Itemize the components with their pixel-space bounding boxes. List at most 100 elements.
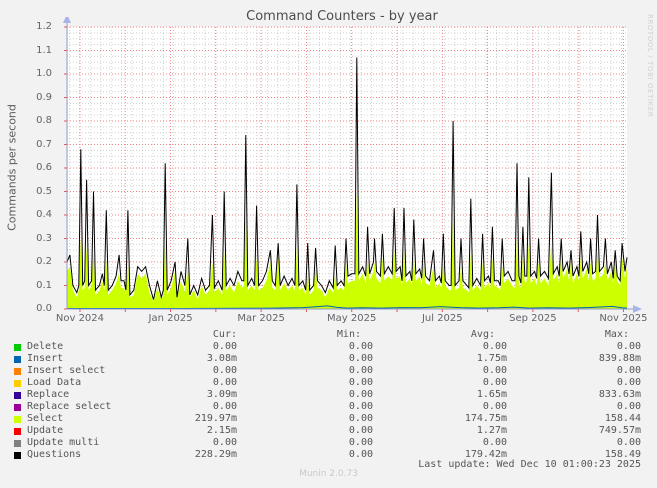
legend-value-min: 0.00 — [348, 377, 373, 388]
legend-value-max: 0.00 — [616, 401, 641, 412]
munin-version-text: Munin 2.0.73 — [299, 469, 358, 479]
legend-row: Select 219.97m 0.00 174.75m 158.44 — [14, 413, 641, 425]
legend-value-max: 0.00 — [616, 437, 641, 448]
legend-value-cur: 3.08m — [206, 353, 237, 364]
column-header-avg: Avg: — [470, 329, 495, 340]
legend-value-avg: 0.00 — [482, 341, 507, 352]
legend-value-max: 0.00 — [616, 365, 641, 376]
legend-value-avg: 179.42m — [464, 449, 507, 460]
legend-value-max: 158.44 — [604, 413, 641, 424]
legend-row: Insert 3.08m 0.00 1.75m 839.88m — [14, 353, 641, 365]
legend-value-cur: 2.15m — [206, 425, 237, 436]
x-axis-arrow-icon — [633, 305, 642, 313]
y-tick-label: 0.9 — [36, 91, 52, 103]
legend-value-max: 749.57m — [598, 425, 641, 436]
x-tick-label: Mar 2025 — [237, 313, 285, 324]
legend-swatch-icon — [14, 427, 21, 435]
legend-value-avg: 1.75m — [476, 353, 507, 364]
plot-area — [63, 17, 642, 313]
y-tick-label: 0.3 — [36, 232, 52, 244]
legend-label: Replace select — [27, 401, 112, 412]
legend-row: Delete 0.00 0.00 0.00 0.00 — [14, 341, 641, 353]
insert-line-series — [67, 305, 628, 309]
y-tick-label: 0.6 — [36, 162, 52, 173]
legend-value-avg: 0.00 — [482, 377, 507, 388]
legend-row: Replace select 0.00 0.00 0.00 0.00 — [14, 401, 641, 413]
legend-value-avg: 0.00 — [482, 365, 507, 376]
legend-row: Update multi 0.00 0.00 0.00 0.00 — [14, 437, 641, 449]
y-tick-label: 1.1 — [36, 44, 52, 56]
legend-value-min: 0.00 — [348, 413, 373, 424]
legend-swatch-icon — [14, 367, 21, 375]
legend-value-cur: 0.00 — [212, 401, 237, 412]
legend-value-min: 0.00 — [348, 437, 373, 448]
legend-value-min: 0.00 — [348, 353, 373, 364]
legend-value-avg: 1.27m — [476, 425, 507, 436]
x-tick-label: Sep 2025 — [509, 313, 557, 324]
legend-value-cur: 0.00 — [212, 365, 237, 376]
legend-value-cur: 228.29m — [194, 449, 237, 460]
legend-value-avg: 0.00 — [482, 401, 507, 412]
legend-value-max: 0.00 — [616, 377, 641, 388]
y-tick-label: 0.7 — [36, 138, 52, 150]
legend-swatch-icon — [14, 451, 21, 459]
legend-swatch-icon — [14, 439, 21, 447]
legend-label: Update multi — [27, 437, 100, 448]
legend-label: Insert select — [27, 365, 106, 376]
legend-row: Load Data 0.00 0.00 0.00 0.00 — [14, 377, 641, 389]
legend-value-cur: 219.97m — [194, 413, 237, 424]
column-header-min: Min: — [336, 329, 361, 340]
legend-value-min: 0.00 — [348, 341, 373, 352]
legend-value-min: 0.00 — [348, 401, 373, 412]
questions-line-series — [66, 57, 628, 300]
legend-value-cur: 0.00 — [212, 377, 237, 388]
legend-header-row: Cur: Min: Avg: Max: — [14, 329, 641, 341]
legend-value-min: 0.00 — [348, 365, 373, 376]
legend-swatch-icon — [14, 343, 21, 351]
legend-value-max: 839.88m — [598, 353, 641, 364]
legend-swatch-icon — [14, 403, 21, 411]
column-header-max: Max: — [604, 329, 629, 340]
legend-value-min: 0.00 — [348, 425, 373, 436]
legend-swatch-icon — [14, 415, 21, 423]
y-tick-label: 0.5 — [36, 185, 52, 197]
x-tick-label: Nov 2025 — [599, 313, 648, 324]
x-tick-label: Jul 2025 — [421, 313, 463, 324]
y-axis-arrow-icon — [63, 17, 71, 23]
legend-label: Questions — [27, 449, 82, 460]
select-area-series — [67, 191, 627, 309]
legend-value-avg: 1.65m — [476, 389, 507, 400]
legend-row: Update 2.15m 0.00 1.27m 749.57m — [14, 425, 641, 437]
legend-value-max: 158.49 — [604, 449, 641, 460]
legend-swatch-icon — [14, 355, 21, 363]
y-tick-label: 0.4 — [36, 209, 52, 220]
legend-label: Delete — [27, 341, 64, 352]
legend-value-max: 0.00 — [616, 341, 641, 352]
legend-value-max: 833.63m — [598, 389, 641, 400]
last-update-text: Last update: Wed Dec 10 01:00:23 2025 — [418, 459, 641, 470]
legend-row: Insert select 0.00 0.00 0.00 0.00 — [14, 365, 641, 377]
legend-label: Replace — [27, 389, 70, 400]
legend-row: Questions 228.29m 0.00 179.42m 158.49 — [14, 449, 641, 461]
x-tick-label: May 2025 — [327, 313, 377, 324]
legend-value-min: 0.00 — [348, 449, 373, 460]
chart-title: Command Counters - by year — [246, 9, 438, 24]
rrdtool-watermark: RRDTOOL / TOBI OETIKER — [646, 14, 654, 118]
y-tick-label: 0.2 — [36, 256, 52, 267]
y-tick-label: 0.1 — [36, 279, 52, 291]
legend-swatch-icon — [14, 379, 21, 387]
y-tick-label: 0.8 — [36, 115, 52, 126]
legend-value-cur: 3.09m — [206, 389, 237, 400]
y-tick-label: 1.0 — [36, 68, 52, 79]
legend-swatch-icon — [14, 391, 21, 399]
x-tick-label: Jan 2025 — [148, 313, 193, 324]
legend-label: Update — [27, 425, 64, 436]
legend-value-cur: 0.00 — [212, 437, 237, 448]
legend-label: Load Data — [27, 377, 82, 388]
legend-value-min: 0.00 — [348, 389, 373, 400]
legend-label: Select — [27, 413, 64, 424]
column-header-cur: Cur: — [212, 329, 237, 340]
legend-value-cur: 0.00 — [212, 341, 237, 352]
y-tick-label: 1.2 — [36, 21, 52, 32]
